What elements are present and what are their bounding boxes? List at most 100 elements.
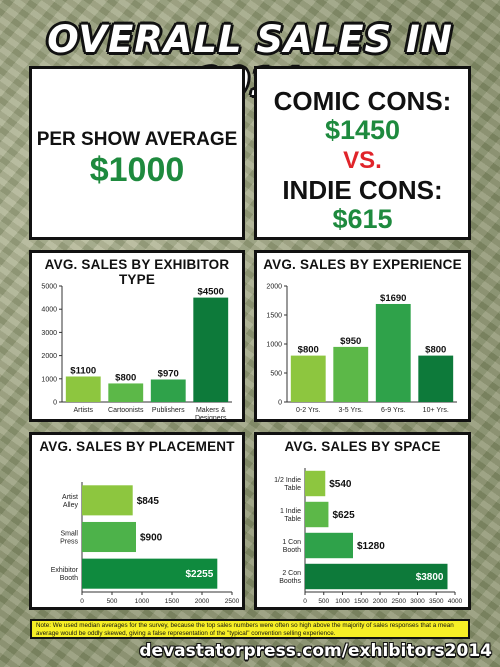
bar: [65, 376, 101, 402]
bar-value-label: $845: [137, 496, 160, 507]
comic-cons-value: $1450: [324, 115, 401, 145]
y-tick-label: 5000: [41, 284, 57, 291]
category-label: Artist: [62, 494, 78, 501]
comic-cons-label: COMIC CONS:: [273, 86, 452, 116]
category-label: Cartoonists: [108, 407, 144, 414]
y-tick-label: 3000: [41, 330, 57, 337]
bar-value-label: $800: [115, 372, 136, 383]
bar: [82, 521, 136, 553]
exhibitor-type-panel: AVG. SALES BY EXHIBITOR TYPE 0 1000 2000 30…: [29, 250, 245, 422]
x-tick-label: 2000: [195, 598, 210, 605]
category-label: 1 Con: [282, 539, 301, 546]
bar-value-label: $800: [298, 345, 319, 356]
bar: [305, 563, 448, 590]
bar-value-label: $900: [140, 533, 163, 544]
x-tick-label: 500: [107, 598, 118, 605]
exhibitor-type-title: AVG. SALES BY EXHIBITOR TYPE: [44, 257, 230, 287]
x-tick-label: 3000: [410, 598, 425, 605]
x-tick-label: 3500: [429, 598, 444, 605]
category-label: Small: [60, 531, 78, 538]
x-tick-label: 2000: [373, 598, 388, 605]
x-tick-label: 4000: [448, 598, 463, 605]
cons-panel: COMIC CONS: $1450 VS. INDIE CONS: $615: [254, 66, 471, 240]
bar: [305, 501, 329, 528]
category-label: Booth: [283, 547, 301, 554]
bar: [82, 485, 133, 516]
category-label: 0-2 Yrs.: [296, 407, 320, 414]
space-title: AVG. SALES BY SPACE: [284, 439, 441, 454]
x-tick-label: 2500: [225, 598, 240, 605]
y-tick-label: 0: [53, 400, 57, 407]
bar-value-label: $950: [340, 336, 361, 347]
placement-panel: AVG. SALES BY PLACEMENT 0 500 1000 1500 2000…: [29, 432, 245, 610]
category-label: Booth: [60, 575, 78, 582]
x-tick-label: 1500: [165, 598, 180, 605]
category-label: 1 Indie: [280, 508, 301, 515]
experience-panel: AVG. SALES BY EXPERIENCE 0 500 1000 1500 200…: [254, 250, 471, 422]
bar-value-label: $800: [425, 345, 446, 356]
space-chart: 0 500 1000 1500 2000 2500 3000 3500 4000 $540 1/2 …: [274, 468, 463, 605]
y-tick-label: 2000: [266, 284, 282, 291]
y-tick-label: 4000: [41, 307, 57, 314]
methodology-note: Note: We used median averages for the su…: [30, 619, 470, 639]
bar-value-label: $3800: [416, 572, 444, 583]
x-tick-label: 0: [303, 598, 307, 605]
x-tick-label: 0: [80, 598, 84, 605]
bar: [305, 532, 353, 559]
bar: [82, 558, 218, 589]
per-show-panel: PER SHOW AVERAGE $1000: [29, 66, 245, 240]
indie-cons-label: INDIE CONS:: [282, 175, 443, 205]
category-label: Booths: [279, 578, 301, 585]
bar: [418, 355, 454, 402]
category-label: Designers: [195, 415, 227, 419]
category-label: 6-9 Yrs.: [381, 407, 405, 414]
category-label: 1/2 Indie: [274, 477, 301, 484]
y-tick-label: 2000: [41, 353, 57, 360]
indie-cons-value: $615: [332, 204, 393, 234]
bar: [290, 355, 326, 402]
category-label: 2 Con: [282, 570, 301, 577]
placement-title: AVG. SALES BY PLACEMENT: [39, 439, 235, 454]
category-label: Press: [60, 539, 78, 546]
bar: [193, 297, 229, 402]
category-label: Publishers: [152, 407, 185, 414]
bar: [375, 303, 411, 402]
bar: [108, 383, 144, 402]
category-label: Exhibitor: [51, 567, 79, 574]
x-tick-label: 1000: [335, 598, 350, 605]
bar-value-label: $2255: [185, 569, 213, 580]
per-show-label: PER SHOW AVERAGE: [36, 129, 238, 150]
category-label: Artists: [74, 407, 94, 414]
y-tick-label: 500: [270, 371, 282, 378]
bar-value-label: $4500: [198, 287, 224, 298]
bar-value-label: $1100: [70, 365, 96, 376]
category-label: Makers &: [196, 407, 226, 414]
bar-value-label: $625: [332, 510, 355, 521]
x-tick-label: 500: [318, 598, 329, 605]
experience-chart: 0 500 1000 1500 2000 $800 0-2 Yrs. $950 3-5 Yrs.…: [266, 284, 457, 414]
category-label: Alley: [63, 502, 79, 509]
category-label: Table: [284, 516, 301, 523]
x-tick-label: 1000: [135, 598, 150, 605]
bar-value-label: $1690: [380, 293, 406, 304]
y-tick-label: 0: [278, 400, 282, 407]
y-tick-label: 1000: [41, 376, 57, 383]
vs-label: VS.: [343, 147, 382, 174]
bar: [305, 470, 326, 497]
per-show-value: $1000: [89, 151, 185, 189]
bar-value-label: $1280: [357, 541, 385, 552]
category-label: Table: [284, 485, 301, 492]
bar: [150, 379, 186, 402]
bar-value-label: $970: [158, 368, 179, 379]
y-tick-label: 1500: [266, 313, 282, 320]
y-tick-label: 1000: [266, 342, 282, 349]
x-tick-label: 2500: [392, 598, 407, 605]
bar-value-label: $540: [329, 479, 352, 490]
category-label: 10+ Yrs.: [423, 407, 449, 414]
bar: [333, 346, 369, 402]
footer-url[interactable]: devastatorpress.com/exhibitors2014: [139, 641, 492, 661]
exhibitor-type-chart: 0 1000 2000 3000 4000 5000 $1100 Artists $800 Car…: [41, 284, 232, 419]
x-tick-label: 1500: [354, 598, 369, 605]
experience-title: AVG. SALES BY EXPERIENCE: [263, 257, 462, 272]
